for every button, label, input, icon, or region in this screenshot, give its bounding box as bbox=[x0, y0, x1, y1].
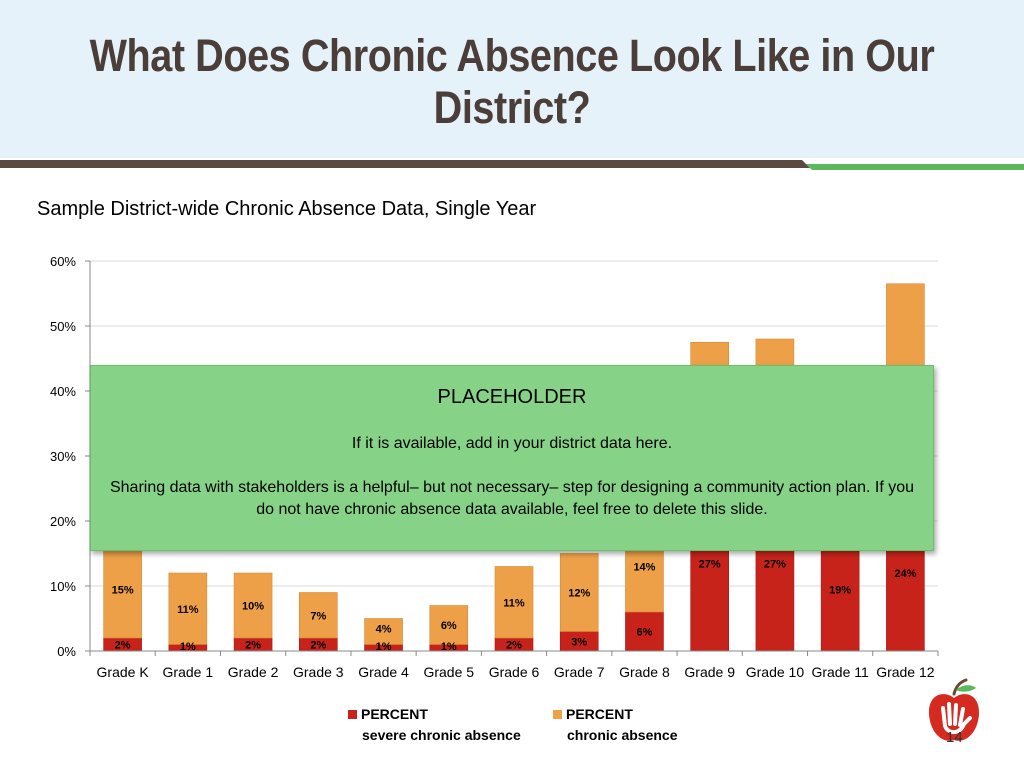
bar-chronic-absence bbox=[364, 618, 403, 645]
y-tick-label: 40% bbox=[50, 384, 76, 399]
header-band bbox=[0, 158, 1024, 174]
x-tick-label: Grade 7 bbox=[554, 664, 605, 680]
placeholder-note: Sharing data with stakeholders is a help… bbox=[109, 479, 915, 518]
page-number: 14 bbox=[946, 729, 963, 746]
x-tick-label: Grade 11 bbox=[811, 664, 869, 680]
data-label-chronic: 6% bbox=[441, 620, 457, 632]
placeholder-box: PLACEHOLDER If it is available, add in y… bbox=[90, 365, 934, 551]
placeholder-instruction: If it is available, add in your district… bbox=[351, 435, 673, 452]
data-label-chronic: 12% bbox=[568, 588, 590, 600]
x-tick-label: Grade K bbox=[97, 664, 150, 680]
bar-chronic-absence bbox=[233, 572, 273, 639]
x-tick-label: Grade 8 bbox=[619, 664, 670, 680]
data-label-severe: 1% bbox=[376, 641, 392, 653]
data-label-severe: 2% bbox=[506, 640, 522, 652]
data-label-chronic: 15% bbox=[112, 584, 134, 596]
bar-chronic-absence bbox=[299, 592, 338, 639]
data-label-severe: 3% bbox=[571, 636, 587, 648]
legend-item-severe: PERCENT severe chronic absence bbox=[348, 704, 521, 746]
data-label-severe: 24% bbox=[894, 568, 916, 580]
apple-hand-logo-icon bbox=[928, 678, 980, 741]
x-tick-label: Grade 9 bbox=[684, 664, 735, 680]
y-tick-label: 50% bbox=[50, 319, 76, 334]
legend-item-chronic: PERCENT chronic absence bbox=[553, 704, 678, 746]
legend-label-severe: PERCENT bbox=[361, 706, 428, 722]
bar-chronic-absence bbox=[494, 566, 534, 639]
placeholder-title: PLACEHOLDER bbox=[437, 386, 587, 408]
data-label-chronic: 11% bbox=[503, 597, 525, 609]
x-tick-label: Grade 1 bbox=[163, 664, 214, 680]
data-label-severe: 2% bbox=[245, 640, 261, 652]
bar-chronic-absence bbox=[168, 572, 208, 645]
x-tick-label: Grade 10 bbox=[746, 664, 805, 680]
bar-chronic-absence bbox=[103, 540, 142, 639]
data-label-severe: 27% bbox=[764, 558, 786, 570]
legend-sublabel-severe: severe chronic absence bbox=[362, 727, 521, 743]
data-label-severe: 6% bbox=[637, 627, 653, 639]
data-label-chronic: 10% bbox=[242, 601, 264, 613]
y-tick-label: 0% bbox=[57, 644, 76, 659]
x-tick-label: Grade 12 bbox=[876, 664, 935, 680]
data-label-severe: 2% bbox=[115, 640, 131, 652]
x-tick-label: Grade 2 bbox=[228, 664, 279, 680]
data-label-severe: 19% bbox=[829, 584, 851, 596]
legend-swatch-severe bbox=[348, 710, 357, 719]
data-label-chronic: 4% bbox=[376, 624, 392, 636]
data-label-severe: 1% bbox=[180, 641, 196, 653]
y-tick-label: 30% bbox=[50, 449, 76, 464]
legend-sublabel-chronic: chronic absence bbox=[567, 727, 678, 743]
bar-severe-chronic-absence bbox=[625, 611, 664, 652]
data-label-severe: 1% bbox=[441, 641, 457, 653]
header-area: What Does Chronic Absence Look Like in O… bbox=[0, 0, 1024, 158]
chart-subtitle: Sample District-wide Chronic Absence Dat… bbox=[37, 198, 537, 220]
y-tick-label: 20% bbox=[50, 514, 76, 529]
x-tick-label: Grade 6 bbox=[489, 664, 540, 680]
legend-label-chronic: PERCENT bbox=[566, 706, 633, 722]
bar-chronic-absence bbox=[559, 553, 599, 632]
slide-title: What Does Chronic Absence Look Like in O… bbox=[89, 30, 935, 133]
y-tick-label: 60% bbox=[50, 254, 76, 269]
y-tick-label: 10% bbox=[50, 579, 76, 594]
x-tick-label: Grade 3 bbox=[293, 664, 344, 680]
axes: 0% 10% 20% 30% 40% 50% 60% Grade K Grade 1 Grade … bbox=[50, 254, 939, 680]
data-label-severe: 27% bbox=[699, 558, 721, 570]
data-label-severe: 2% bbox=[310, 640, 326, 652]
data-labels: 2% 15% 1% 11% 2% 10% 2% 7% 1% 4% 1% 6% 2% 11% 3% 12% 6% 1… bbox=[112, 558, 917, 653]
legend-swatch-chronic bbox=[553, 710, 562, 719]
data-label-chronic: 7% bbox=[310, 610, 326, 622]
data-label-chronic: 14% bbox=[633, 562, 655, 574]
x-tick-label: Grade 5 bbox=[423, 664, 474, 680]
data-label-chronic: 11% bbox=[177, 604, 199, 616]
x-tick-label: Grade 4 bbox=[358, 664, 409, 680]
bar-chronic-absence bbox=[429, 605, 469, 645]
